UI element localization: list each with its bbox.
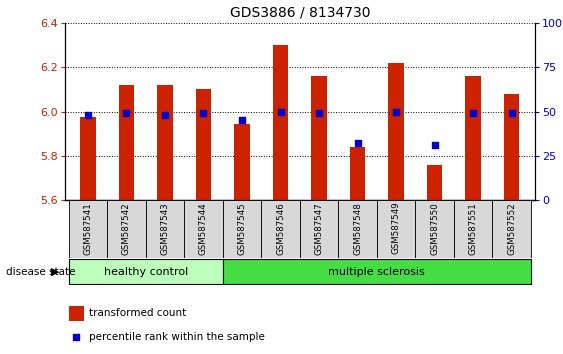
Text: transformed count: transformed count — [89, 308, 186, 318]
Point — [122, 110, 131, 116]
Bar — [273, 45, 288, 200]
Bar — [146, 200, 184, 258]
Bar — [300, 200, 338, 258]
Text: GSM587552: GSM587552 — [507, 202, 516, 255]
Bar — [119, 85, 134, 200]
Point — [392, 109, 401, 114]
Text: healthy control: healthy control — [104, 267, 188, 277]
Bar — [80, 117, 96, 200]
Point — [238, 118, 247, 123]
Text: percentile rank within the sample: percentile rank within the sample — [89, 332, 265, 342]
Bar — [338, 200, 377, 258]
Text: disease state: disease state — [6, 267, 75, 277]
Point — [468, 110, 477, 116]
Text: GSM587547: GSM587547 — [315, 202, 324, 255]
Bar — [107, 200, 146, 258]
Bar — [504, 94, 520, 200]
Bar — [466, 76, 481, 200]
Bar — [69, 200, 107, 258]
Bar — [157, 85, 173, 200]
Point — [199, 110, 208, 116]
Bar — [427, 165, 443, 200]
Bar — [377, 200, 415, 258]
Text: ▶: ▶ — [51, 267, 59, 277]
Title: GDS3886 / 8134730: GDS3886 / 8134730 — [230, 5, 370, 19]
Text: GSM587545: GSM587545 — [238, 202, 247, 255]
Bar — [261, 200, 300, 258]
Text: GSM587548: GSM587548 — [353, 202, 362, 255]
Text: GSM587544: GSM587544 — [199, 202, 208, 255]
Bar — [493, 200, 531, 258]
Point — [83, 112, 92, 118]
Bar — [454, 200, 493, 258]
Text: GSM587541: GSM587541 — [83, 202, 92, 255]
Bar — [184, 200, 223, 258]
Point — [315, 110, 324, 116]
Bar — [350, 147, 365, 200]
Text: GSM587550: GSM587550 — [430, 202, 439, 255]
Bar — [415, 200, 454, 258]
Bar — [388, 63, 404, 200]
Text: multiple sclerosis: multiple sclerosis — [328, 267, 425, 277]
Bar — [234, 124, 250, 200]
Point — [353, 141, 362, 146]
Bar — [69, 259, 223, 285]
Bar — [196, 90, 211, 200]
Point — [430, 142, 439, 148]
Bar — [223, 259, 531, 285]
Bar — [223, 200, 261, 258]
Point — [276, 109, 285, 114]
Text: GSM587551: GSM587551 — [468, 202, 477, 255]
Text: GSM587543: GSM587543 — [160, 202, 169, 255]
Bar — [311, 76, 327, 200]
Text: GSM587542: GSM587542 — [122, 202, 131, 255]
Point — [72, 334, 81, 339]
Point — [160, 112, 169, 118]
Text: GSM587549: GSM587549 — [392, 202, 401, 255]
Bar — [69, 306, 83, 321]
Text: GSM587546: GSM587546 — [276, 202, 285, 255]
Point — [507, 110, 516, 116]
